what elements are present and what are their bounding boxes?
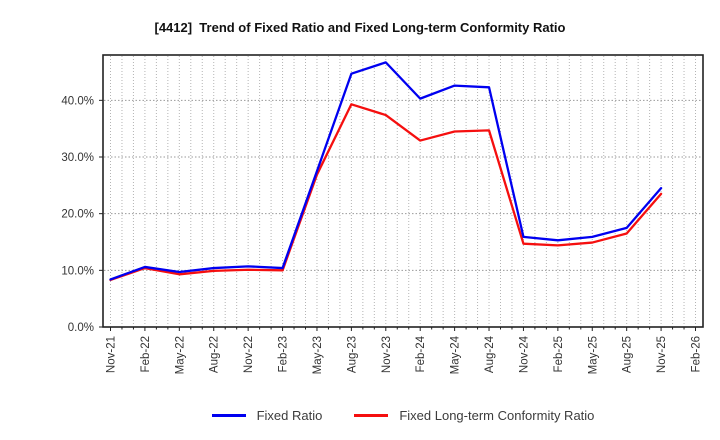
x-tick-label: Feb-23 <box>278 336 290 372</box>
x-tick-label: Feb-22 <box>140 336 152 372</box>
x-tick-label: May-23 <box>312 336 324 374</box>
x-tick-label: Nov-22 <box>243 336 255 373</box>
legend-label-fixed-longterm-conformity-ratio: Fixed Long-term Conformity Ratio <box>399 407 595 423</box>
y-tick-label: 10.0% <box>61 265 94 277</box>
x-tick-label: Aug-24 <box>484 335 496 373</box>
y-tick-label: 30.0% <box>61 152 94 164</box>
x-tick-label: May-24 <box>450 335 462 374</box>
horizontal-gridlines <box>104 99 702 271</box>
legend-item-fixed-longterm-conformity-ratio: Fixed Long-term Conformity Ratio <box>354 408 594 423</box>
x-tick-label: Nov-25 <box>656 336 668 373</box>
fixed-longterm-conformity-ratio-line-swatch-icon <box>354 413 389 417</box>
series-line-fixed-ratio <box>109 61 663 281</box>
y-tick-label: 40.0% <box>61 95 94 107</box>
plot-frame <box>102 54 704 328</box>
x-tick-label: Feb-26 <box>691 336 703 372</box>
chart-title: [4412] Trend of Fixed Ratio and Fixed Lo… <box>154 20 566 35</box>
x-tick-label: Nov-21 <box>106 336 118 373</box>
x-tick-label: Feb-25 <box>553 336 565 372</box>
x-tick-label: Aug-25 <box>622 336 634 373</box>
x-tick-label: Nov-23 <box>381 336 393 373</box>
legend-label-fixed-ratio: Fixed Ratio <box>256 407 323 423</box>
vertical-gridlines <box>110 56 696 326</box>
x-tick-label: Nov-24 <box>518 335 530 373</box>
fixed-ratio-line-swatch-icon <box>211 413 246 417</box>
y-tick-label: 0.0% <box>68 322 94 334</box>
x-tick-label: May-22 <box>174 336 186 374</box>
x-tick-label: Feb-24 <box>415 335 427 372</box>
legend-item-fixed-ratio: Fixed Ratio <box>211 407 323 423</box>
chart-legend: Fixed Ratio Fixed Long-term Conformity R… <box>103 404 703 426</box>
x-tick-label: May-25 <box>587 336 599 374</box>
y-tick-label: 20.0% <box>61 209 94 221</box>
x-tick-label: Aug-23 <box>346 336 358 373</box>
x-tick-label: Aug-22 <box>209 336 221 373</box>
series-line-fixed-long-term-conformity-ratio <box>109 103 663 282</box>
y-axis-labels: 0.0% 10.0% 20.0% 30.0% 40.0% <box>61 95 94 334</box>
x-axis-labels: Nov-21 Feb-22 May-22 Aug-22 Nov-22 Feb-23 May-… <box>106 335 703 374</box>
